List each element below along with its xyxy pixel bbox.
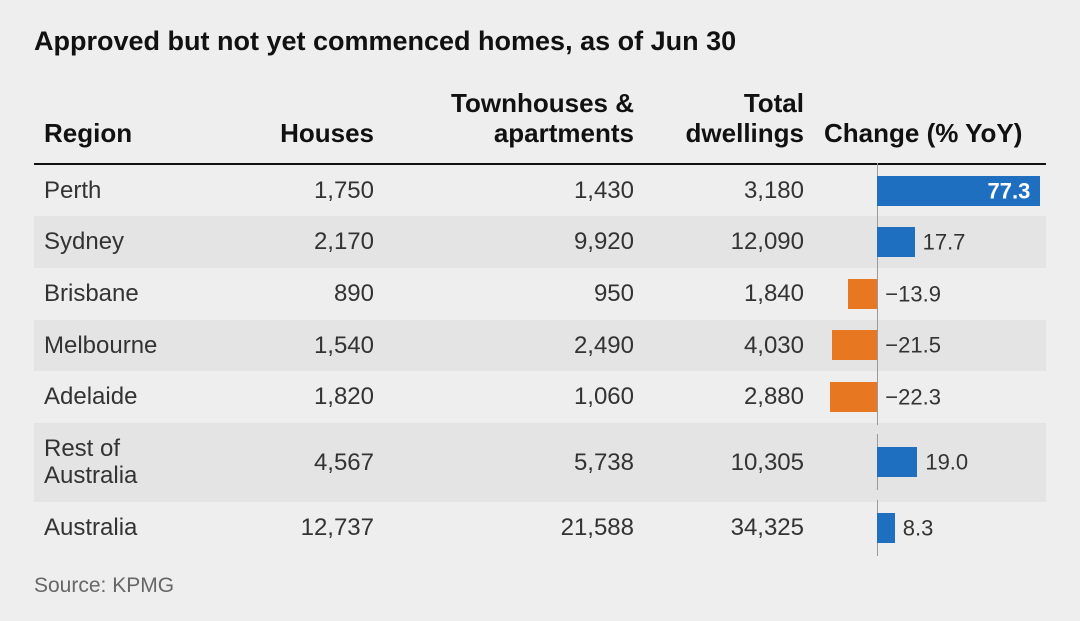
cell-region: Sydney [34,216,214,268]
table-row: Melbourne1,5402,4904,030 −21.5 [34,320,1046,372]
change-bar [877,447,917,477]
cell-townhouses: 5,738 [384,423,644,502]
cell-houses: 1,750 [214,164,384,217]
cell-townhouses: 950 [384,268,644,320]
cell-houses: 1,820 [214,371,384,423]
cell-region: Perth [34,164,214,217]
cell-region: Adelaide [34,371,214,423]
change-bar [877,227,914,257]
change-bar [848,279,877,309]
cell-townhouses: 2,490 [384,320,644,372]
cell-region: Rest of Australia [34,423,214,502]
cell-region: Melbourne [34,320,214,372]
change-bar [832,330,877,360]
cell-change: −21.5 [814,320,1046,372]
cell-total: 4,030 [644,320,814,372]
cell-total: 34,325 [644,502,814,554]
change-value-label: 77.3 [987,178,1040,203]
cell-total: 10,305 [644,423,814,502]
change-value-label: 8.3 [895,515,934,540]
cell-region: Brisbane [34,268,214,320]
table-header-row: Region Houses Townhouses & apartments To… [34,85,1046,164]
cell-houses: 2,170 [214,216,384,268]
col-header-houses: Houses [214,85,384,164]
change-value-label: 17.7 [915,230,966,255]
cell-townhouses: 1,430 [384,164,644,217]
change-value-label: −13.9 [877,281,941,306]
col-header-change: Change (% YoY) [814,85,1046,164]
cell-townhouses: 1,060 [384,371,644,423]
cell-total: 1,840 [644,268,814,320]
cell-houses: 890 [214,268,384,320]
cell-change: −13.9 [814,268,1046,320]
change-value-label: 19.0 [917,450,968,475]
table-row: Rest of Australia4,5675,73810,305 19.0 [34,423,1046,502]
table-row: Adelaide1,8201,0602,880 −22.3 [34,371,1046,423]
table-row: Australia12,73721,58834,325 8.3 [34,502,1046,554]
change-bar [830,382,877,412]
cell-townhouses: 9,920 [384,216,644,268]
data-table: Region Houses Townhouses & apartments To… [34,85,1046,554]
cell-houses: 4,567 [214,423,384,502]
cell-change: 8.3 [814,502,1046,554]
cell-change: 77.3 [814,164,1046,217]
chart-title: Approved but not yet commenced homes, as… [34,26,1046,57]
col-header-region: Region [34,85,214,164]
change-bar [877,513,895,543]
col-header-townhouses: Townhouses & apartments [384,85,644,164]
table-row: Perth1,7501,4303,180 77.3 [34,164,1046,217]
cell-total: 12,090 [644,216,814,268]
cell-change: 19.0 [814,423,1046,502]
cell-total: 2,880 [644,371,814,423]
change-value-label: −22.3 [877,384,941,409]
table-row: Sydney2,1709,92012,090 17.7 [34,216,1046,268]
cell-townhouses: 21,588 [384,502,644,554]
cell-houses: 12,737 [214,502,384,554]
cell-change: 17.7 [814,216,1046,268]
col-header-total: Total dwellings [644,85,814,164]
cell-houses: 1,540 [214,320,384,372]
change-value-label: −21.5 [877,333,941,358]
source-attribution: Source: KPMG [34,574,1046,598]
cell-region: Australia [34,502,214,554]
cell-total: 3,180 [644,164,814,217]
table-row: Brisbane8909501,840 −13.9 [34,268,1046,320]
cell-change: −22.3 [814,371,1046,423]
